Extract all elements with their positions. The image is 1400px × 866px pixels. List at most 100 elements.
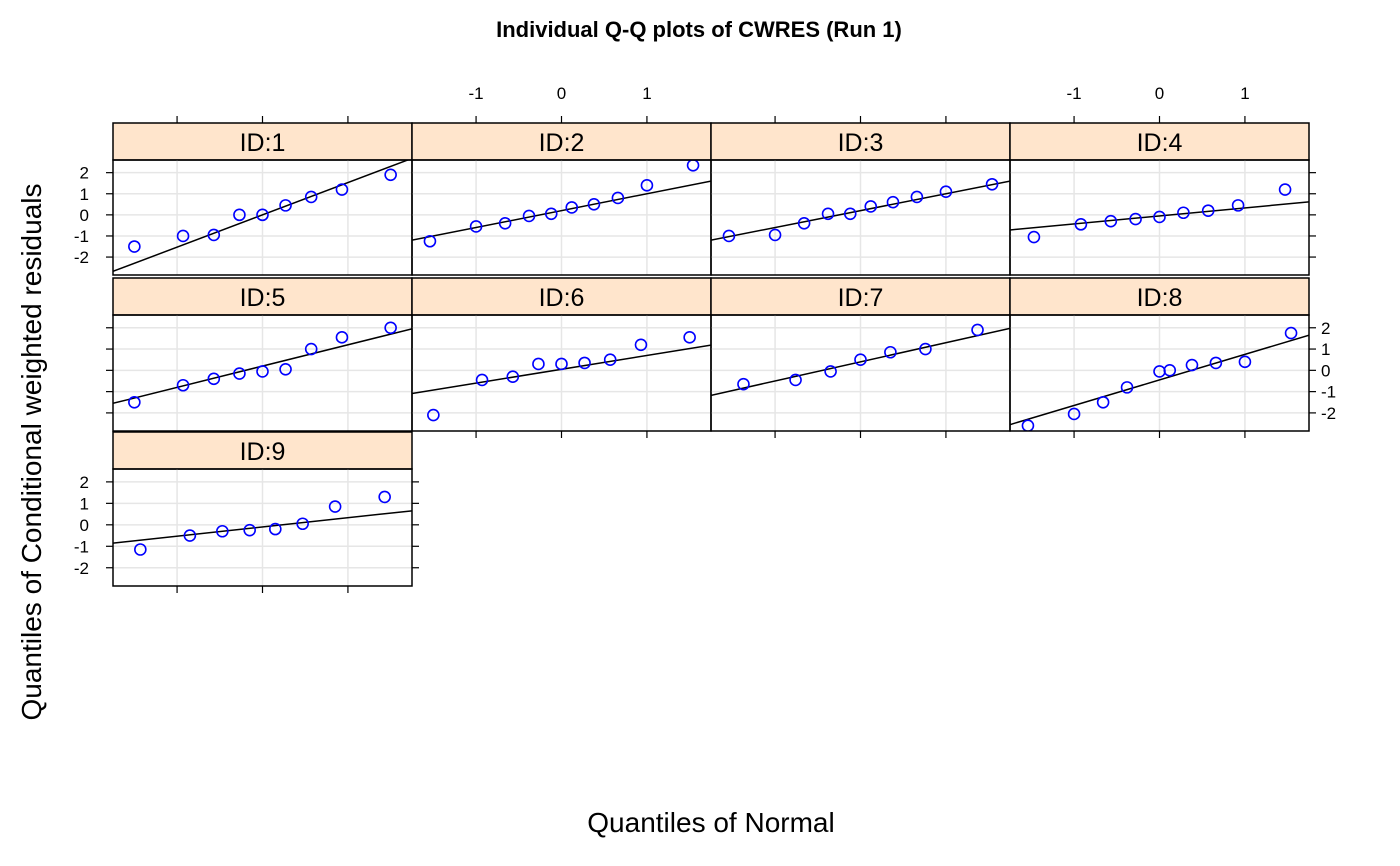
reference-line (711, 180, 1010, 241)
data-point (722, 229, 736, 243)
strip-label: ID:5 (240, 284, 286, 312)
data-point (640, 179, 654, 192)
data-point (1238, 355, 1252, 369)
strip-label: ID:7 (838, 284, 884, 312)
y-tick-label: 0 (80, 206, 89, 225)
strip-label: ID:8 (1137, 284, 1183, 312)
data-point (243, 523, 256, 537)
data-point (864, 200, 878, 213)
panel-frame (1009, 159, 1310, 276)
strip-label: ID:2 (539, 129, 585, 157)
strip-background (112, 431, 413, 470)
data-point (565, 201, 579, 214)
data-point (843, 207, 857, 221)
panel-9: ID:9 -2 -1 0 1 2 (74, 431, 419, 593)
data-point (919, 342, 932, 356)
panel-1: ID:1 -2 -1 0 1 2 (74, 116, 413, 276)
data-point (498, 217, 512, 230)
data-point (1185, 358, 1199, 372)
data-point (1201, 204, 1215, 217)
x-axis-title: Quantiles of Normal (587, 807, 834, 838)
panel-4: ID:4 -1 0 1 (1009, 84, 1316, 276)
y-tick-label: 0 (80, 516, 89, 535)
data-point (634, 338, 648, 352)
y-tick-label: 2 (80, 164, 89, 183)
reference-line (1010, 201, 1309, 231)
data-point (1278, 183, 1292, 196)
strip-background (1009, 122, 1310, 161)
data-point (1177, 206, 1190, 220)
data-point (233, 367, 246, 380)
data-point (328, 500, 342, 513)
y-tick-label: 2 (1321, 319, 1330, 338)
data-point (522, 209, 536, 223)
data-point (737, 377, 750, 391)
data-point (886, 195, 900, 209)
data-point (578, 356, 591, 370)
panel-2: ID:2 -1 0 1 (411, 84, 712, 276)
data-point (128, 240, 141, 253)
strip-label: ID:4 (1137, 129, 1183, 157)
y-tick-label: -1 (74, 537, 89, 556)
reference-line (113, 510, 412, 544)
strip-label: ID:6 (539, 284, 585, 312)
data-point (544, 207, 558, 221)
data-point (256, 365, 269, 378)
data-point (1027, 230, 1041, 244)
data-point (269, 522, 282, 536)
data-point (532, 357, 545, 371)
data-point (183, 529, 197, 542)
panel-5: ID:5 (106, 277, 413, 432)
data-point (1153, 210, 1166, 224)
x-tick-label: 0 (1155, 84, 1164, 103)
strip-background (411, 122, 712, 161)
data-point (176, 229, 190, 243)
data-point (384, 321, 397, 335)
y-tick-label: 2 (80, 473, 89, 492)
data-point (603, 353, 617, 366)
strip-label: ID:9 (240, 438, 286, 466)
data-point (216, 524, 229, 538)
data-point (971, 323, 984, 337)
data-point (939, 185, 953, 198)
data-point (768, 228, 782, 242)
x-tick-label: 0 (557, 84, 566, 103)
data-point (279, 362, 292, 376)
data-point (128, 395, 141, 409)
reference-line (1010, 334, 1309, 426)
strip-label: ID:3 (838, 129, 884, 157)
data-point (824, 365, 837, 378)
data-point (587, 198, 601, 211)
data-point (884, 345, 897, 359)
panel-8: ID:8 -2 -1 0 1 2 (1009, 277, 1336, 438)
data-point (1104, 214, 1118, 228)
data-point (1021, 419, 1035, 431)
data-point (789, 373, 802, 387)
data-point (1074, 218, 1088, 231)
data-point (506, 370, 520, 384)
x-tick-label: 1 (642, 84, 651, 103)
data-point (304, 342, 318, 356)
reference-line (113, 160, 410, 273)
x-tick-label: -1 (1067, 84, 1082, 103)
data-point (611, 191, 625, 205)
data-point (854, 353, 867, 366)
data-point (683, 331, 696, 344)
y-tick-label: -2 (1321, 404, 1336, 423)
data-point (469, 220, 483, 233)
data-point (555, 357, 568, 371)
x-tick-label: 1 (1240, 84, 1249, 103)
x-tick-label: -1 (469, 84, 484, 103)
data-point (233, 208, 246, 222)
y-tick-label: 1 (80, 185, 89, 204)
panel-3: ID:3 (710, 116, 1011, 276)
data-point (176, 378, 190, 392)
data-point (1209, 356, 1223, 370)
y-tick-label: -1 (1321, 383, 1336, 402)
strip-label: ID:1 (240, 129, 286, 157)
data-point (279, 199, 292, 212)
y-tick-label: -1 (74, 227, 89, 246)
y-tick-label: 0 (1321, 361, 1330, 380)
data-point (1163, 364, 1177, 377)
